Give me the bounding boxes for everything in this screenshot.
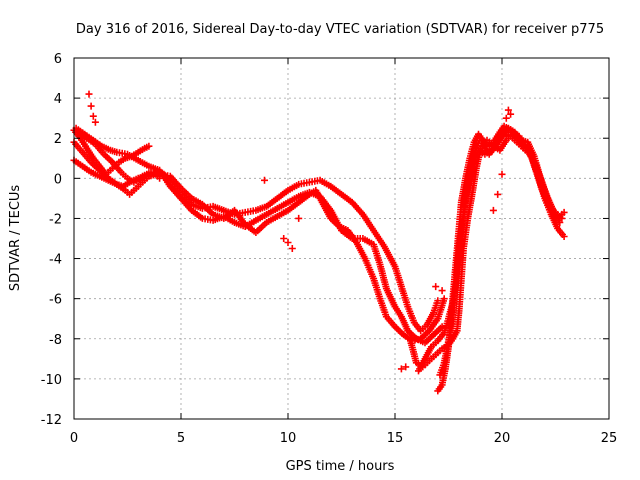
chart-title: Day 316 of 2016, Sidereal Day-to-day VTE… <box>76 22 604 37</box>
x-axis-title: GPS time / hours <box>286 459 395 474</box>
data-point <box>89 112 97 120</box>
y-tick-label: -4 <box>49 253 62 268</box>
data-point <box>560 233 568 240</box>
data-point <box>432 283 440 291</box>
data-point <box>438 323 446 331</box>
y-tick-label: 6 <box>54 52 62 67</box>
data-point <box>284 239 292 246</box>
y-tick-label: -6 <box>49 293 62 308</box>
x-tick-label: 25 <box>601 431 618 446</box>
axis-ticks <box>73 57 610 420</box>
data-point <box>440 295 448 303</box>
y-tick-label: -2 <box>49 212 62 227</box>
data-point <box>556 219 564 226</box>
data-point <box>295 214 303 222</box>
y-tick-label: 2 <box>54 132 62 147</box>
data-point <box>397 365 405 373</box>
y-tick-label: -10 <box>41 373 62 388</box>
y-tick-label: 0 <box>54 172 62 187</box>
y-axis-title: SDTVAR / TECUs <box>8 185 23 292</box>
y-tick-labels: -12 -10 -8 -6 -4 -2 0 2 4 6 <box>41 52 62 428</box>
data-point <box>280 235 288 242</box>
data-point <box>494 190 502 198</box>
data-point <box>261 176 268 184</box>
y-tick-label: -8 <box>49 333 62 348</box>
x-tick-label: 0 <box>70 431 78 446</box>
data-points <box>70 90 568 395</box>
data-point <box>91 118 99 126</box>
data-point <box>507 110 515 118</box>
data-point <box>504 106 512 114</box>
data-point <box>502 114 510 122</box>
y-tick-label: -12 <box>41 413 62 428</box>
data-point <box>560 208 568 216</box>
data-point <box>438 287 446 295</box>
data-point <box>87 102 95 110</box>
data-point <box>288 245 296 252</box>
data-point <box>498 170 506 178</box>
data-point <box>85 90 93 98</box>
x-tick-label: 15 <box>387 431 404 446</box>
x-tick-label: 20 <box>494 431 511 446</box>
data-point <box>145 142 153 150</box>
y-tick-label: 4 <box>54 92 62 107</box>
grid-lines <box>74 58 609 419</box>
data-point <box>402 363 410 371</box>
data-point <box>489 206 497 214</box>
x-tick-label: 5 <box>177 431 185 446</box>
plot-frame <box>73 57 610 420</box>
x-tick-labels: 0 5 10 15 20 25 <box>70 431 617 446</box>
x-tick-label: 10 <box>280 431 297 446</box>
